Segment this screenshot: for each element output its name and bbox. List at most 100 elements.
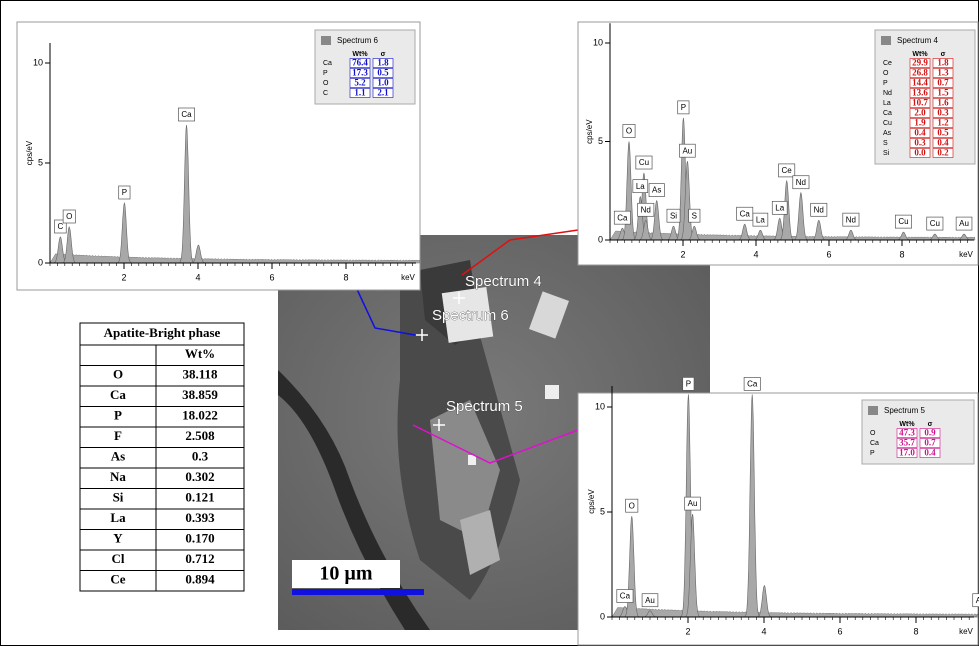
table-element: O bbox=[113, 367, 123, 382]
legend-cell bbox=[909, 108, 931, 118]
legend-cell bbox=[896, 438, 918, 448]
peak-label: Au bbox=[688, 499, 698, 508]
x-tick-label: 2 bbox=[685, 626, 690, 636]
x-tick-label: 6 bbox=[269, 272, 274, 282]
legend-value: 0.4 bbox=[924, 448, 936, 458]
peak-label: Cu bbox=[639, 158, 649, 167]
legend-cell bbox=[896, 448, 918, 458]
legend-value: 1.6 bbox=[937, 98, 949, 108]
legend-header: Wt% bbox=[352, 51, 368, 58]
table-value: 18.022 bbox=[182, 408, 218, 423]
x-axis-label: keV bbox=[959, 250, 973, 259]
spot-label: Spectrum 4 bbox=[465, 273, 542, 290]
peak-label: P bbox=[686, 380, 691, 389]
legend-cell bbox=[349, 58, 371, 68]
legend-value: 2.0 bbox=[914, 108, 926, 118]
peak bbox=[648, 199, 665, 241]
peak-label: La bbox=[775, 203, 784, 212]
peak-label: C bbox=[57, 222, 63, 231]
table-value: 0.302 bbox=[185, 469, 214, 484]
legend-element: La bbox=[883, 100, 891, 107]
legend-cell bbox=[919, 438, 941, 448]
peak-label: Ca bbox=[181, 110, 192, 119]
legend-element: Ca bbox=[870, 440, 879, 447]
legend-value: 29.9 bbox=[912, 58, 928, 68]
legend-value: 1.8 bbox=[377, 58, 389, 68]
peak-label-box bbox=[688, 208, 701, 223]
legend-element: Nd bbox=[883, 90, 892, 97]
peak-label-box bbox=[641, 593, 659, 608]
legend-element: O bbox=[870, 430, 876, 437]
peak-label-box bbox=[679, 143, 696, 158]
peak-label: Au bbox=[959, 219, 969, 228]
scale-box bbox=[292, 560, 400, 588]
peak-label-box bbox=[955, 216, 973, 231]
legend-swatch bbox=[321, 36, 331, 45]
peak-label: Ca bbox=[617, 213, 628, 222]
peak-label-box bbox=[648, 183, 665, 197]
legend-value: 47.3 bbox=[899, 428, 915, 438]
legend-header: σ bbox=[381, 51, 386, 58]
table-value: 0.393 bbox=[185, 510, 215, 525]
peak bbox=[116, 201, 133, 264]
table-value: 0.894 bbox=[185, 572, 215, 587]
legend-cell bbox=[372, 78, 394, 88]
legend-cell bbox=[909, 128, 931, 138]
legend-element: P bbox=[323, 70, 328, 77]
legend-value: 2.1 bbox=[377, 88, 389, 98]
peak-label: Nd bbox=[641, 205, 651, 214]
legend-element: Ca bbox=[883, 110, 892, 117]
x-tick-label: 8 bbox=[913, 626, 918, 636]
y-tick-label: 0 bbox=[38, 257, 43, 267]
peak-label: Au bbox=[645, 596, 655, 605]
peak-label-box bbox=[637, 202, 655, 217]
legend-cell bbox=[372, 68, 394, 78]
legend-value: 0.5 bbox=[377, 68, 389, 78]
legend-value: 1.9 bbox=[914, 118, 926, 128]
background-continuum bbox=[611, 607, 978, 618]
peak-label: Ca bbox=[747, 380, 758, 389]
y-axis-label: cps/eV bbox=[587, 489, 596, 514]
x-tick-label: 6 bbox=[826, 249, 831, 259]
table-element: P bbox=[114, 408, 122, 423]
peak bbox=[623, 516, 641, 618]
peak-label: Ce bbox=[782, 166, 793, 175]
legend-element: Ce bbox=[883, 60, 892, 67]
legend-header: σ bbox=[928, 421, 933, 428]
legend-value: 0.7 bbox=[924, 438, 936, 448]
y-tick-label: 5 bbox=[38, 157, 43, 167]
peak bbox=[743, 394, 761, 618]
legend-header: σ bbox=[941, 51, 946, 58]
legend-value: 1.0 bbox=[377, 78, 389, 88]
legend-value: 1.3 bbox=[937, 68, 949, 78]
spot-label: Spectrum 5 bbox=[446, 398, 523, 415]
legend-element: C bbox=[323, 90, 328, 97]
legend-cell bbox=[349, 78, 371, 88]
peak-label-box bbox=[810, 202, 828, 217]
legend-cell bbox=[932, 68, 954, 78]
legend-element: O bbox=[323, 80, 329, 87]
legend-cell bbox=[909, 78, 931, 88]
y-tick-label: 5 bbox=[598, 136, 603, 146]
peak-label-box bbox=[625, 498, 639, 513]
peak-label: As bbox=[652, 186, 661, 195]
peak-label: Si bbox=[670, 211, 677, 220]
table-value: 38.859 bbox=[182, 387, 218, 402]
peak-label-box bbox=[118, 185, 131, 200]
x-tick-label: 4 bbox=[753, 249, 758, 259]
x-tick-label: 2 bbox=[680, 249, 685, 259]
y-tick-label: 10 bbox=[595, 401, 605, 411]
peak-label-box bbox=[771, 200, 788, 215]
legend-value: 35.7 bbox=[899, 438, 915, 448]
legend-value: 5.2 bbox=[354, 78, 366, 88]
legend-element: As bbox=[883, 130, 892, 137]
peak-label-box bbox=[632, 179, 649, 194]
legend-value: 0.3 bbox=[914, 138, 926, 148]
legend-cell bbox=[932, 128, 954, 138]
peak-label-box bbox=[752, 212, 769, 227]
legend-value: 13.6 bbox=[912, 88, 928, 98]
legend-header: Wt% bbox=[899, 421, 915, 428]
legend-cell bbox=[932, 58, 954, 68]
x-tick-label: 8 bbox=[343, 272, 348, 282]
